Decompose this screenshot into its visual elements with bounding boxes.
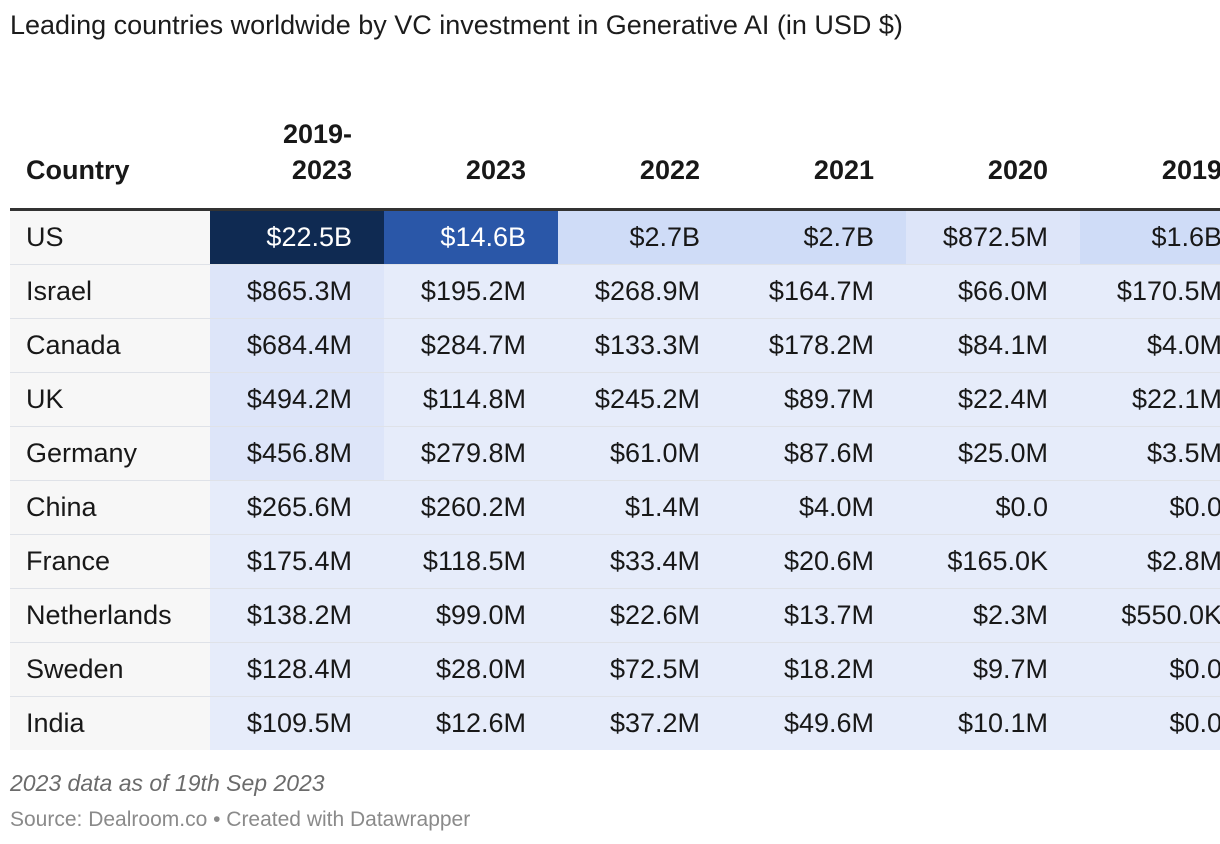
value-cell: $37.2M xyxy=(558,696,732,750)
value-cell: $456.8M xyxy=(210,426,384,481)
value-cell: $133.3M xyxy=(558,318,732,373)
value-cell: $22.5B xyxy=(210,209,384,265)
value-cell: $0.0 xyxy=(1080,642,1220,697)
value-cell: $12.6M xyxy=(384,696,558,750)
table-body: US $22.5B $14.6B $2.7B $2.7B $872.5M $1.6B Isra… xyxy=(10,209,1220,750)
value-cell: $165.0K xyxy=(906,534,1080,589)
value-cell: $2.3M xyxy=(906,588,1080,643)
table-row: China $265.6M $260.2M $1.4M $4.0M $0.0 $0.0 xyxy=(10,480,1220,535)
country-cell: Israel xyxy=(10,264,210,319)
value-cell: $18.2M xyxy=(732,642,906,697)
value-cell: $494.2M xyxy=(210,372,384,427)
value-cell: $0.0 xyxy=(1080,696,1220,750)
value-cell: $4.0M xyxy=(1080,318,1220,373)
table-row: Netherlands $138.2M $99.0M $22.6M $13.7M $2.3… xyxy=(10,588,1220,643)
country-cell: Canada xyxy=(10,318,210,373)
value-cell: $2.7B xyxy=(732,209,906,265)
value-cell: $118.5M xyxy=(384,534,558,589)
value-cell: $0.0 xyxy=(1080,480,1220,535)
value-cell: $9.7M xyxy=(906,642,1080,697)
value-cell: $28.0M xyxy=(384,642,558,697)
value-cell: $14.6B xyxy=(384,209,558,265)
country-cell: US xyxy=(10,209,210,265)
value-cell: $61.0M xyxy=(558,426,732,481)
country-cell: UK xyxy=(10,372,210,427)
table-row: Sweden $128.4M $28.0M $72.5M $18.2M $9.7M $0.0 xyxy=(10,642,1220,697)
value-cell: $284.7M xyxy=(384,318,558,373)
value-cell: $265.6M xyxy=(210,480,384,535)
value-cell: $1.4M xyxy=(558,480,732,535)
country-cell: Netherlands xyxy=(10,588,210,643)
value-cell: $22.6M xyxy=(558,588,732,643)
value-cell: $170.5M xyxy=(1080,264,1220,319)
table-row: UK $494.2M $114.8M $245.2M $89.7M $22.4M $22.1… xyxy=(10,372,1220,427)
country-cell: China xyxy=(10,480,210,535)
value-cell: $3.5M xyxy=(1080,426,1220,481)
value-cell: $84.1M xyxy=(906,318,1080,373)
value-cell: $89.7M xyxy=(732,372,906,427)
value-cell: $2.7B xyxy=(558,209,732,265)
table-row: US $22.5B $14.6B $2.7B $2.7B $872.5M $1.6B xyxy=(10,209,1220,265)
data-table: Country 2019- 2023 2023 2022 2021 2020 2019 US $… xyxy=(10,98,1220,750)
value-cell: $72.5M xyxy=(558,642,732,697)
value-cell: $865.3M xyxy=(210,264,384,319)
value-cell: $87.6M xyxy=(732,426,906,481)
country-cell: France xyxy=(10,534,210,589)
value-cell: $25.0M xyxy=(906,426,1080,481)
value-cell: $268.9M xyxy=(558,264,732,319)
value-cell: $164.7M xyxy=(732,264,906,319)
value-cell: $20.6M xyxy=(732,534,906,589)
table-row: Canada $684.4M $284.7M $133.3M $178.2M $84.1M… xyxy=(10,318,1220,373)
country-cell: Germany xyxy=(10,426,210,481)
data-table-container[interactable]: Country 2019- 2023 2023 2022 2021 2020 2019 US $… xyxy=(10,98,1220,750)
column-header-5[interactable]: 2020 xyxy=(906,98,1080,211)
value-cell: $2.8M xyxy=(1080,534,1220,589)
value-cell: $10.1M xyxy=(906,696,1080,750)
column-header-6[interactable]: 2019 xyxy=(1080,98,1220,211)
value-cell: $1.6B xyxy=(1080,209,1220,265)
column-header-country[interactable]: Country xyxy=(10,98,210,211)
value-cell: $114.8M xyxy=(384,372,558,427)
value-cell: $22.4M xyxy=(906,372,1080,427)
value-cell: $245.2M xyxy=(558,372,732,427)
country-cell: India xyxy=(10,696,210,750)
value-cell: $13.7M xyxy=(732,588,906,643)
column-header-2[interactable]: 2023 xyxy=(384,98,558,211)
column-header-1[interactable]: 2019- 2023 xyxy=(210,98,384,211)
column-header-4[interactable]: 2021 xyxy=(732,98,906,211)
value-cell: $66.0M xyxy=(906,264,1080,319)
value-cell: $279.8M xyxy=(384,426,558,481)
value-cell: $49.6M xyxy=(732,696,906,750)
value-cell: $0.0 xyxy=(906,480,1080,535)
value-cell: $684.4M xyxy=(210,318,384,373)
chart-title: Leading countries worldwide by VC invest… xyxy=(10,10,903,40)
value-cell: $175.4M xyxy=(210,534,384,589)
table-row: Israel $865.3M $195.2M $268.9M $164.7M $66.0M… xyxy=(10,264,1220,319)
header-row: Country 2019- 2023 2023 2022 2021 2020 2019 xyxy=(10,98,1220,211)
table-row: India $109.5M $12.6M $37.2M $49.6M $10.1M $0.0 xyxy=(10,696,1220,750)
value-cell: $128.4M xyxy=(210,642,384,697)
value-cell: $195.2M xyxy=(384,264,558,319)
value-cell: $22.1M xyxy=(1080,372,1220,427)
value-cell: $872.5M xyxy=(906,209,1080,265)
country-cell: Sweden xyxy=(10,642,210,697)
value-cell: $99.0M xyxy=(384,588,558,643)
column-header-3[interactable]: 2022 xyxy=(558,98,732,211)
table-row: France $175.4M $118.5M $33.4M $20.6M $165.0K $… xyxy=(10,534,1220,589)
value-cell: $33.4M xyxy=(558,534,732,589)
value-cell: $178.2M xyxy=(732,318,906,373)
value-cell: $260.2M xyxy=(384,480,558,535)
value-cell: $138.2M xyxy=(210,588,384,643)
data-note: 2023 data as of 19th Sep 2023 xyxy=(10,770,325,796)
source-credit: Source: Dealroom.co • Created with Dataw… xyxy=(10,808,471,831)
value-cell: $550.0K xyxy=(1080,588,1220,643)
table-row: Germany $456.8M $279.8M $61.0M $87.6M $25.0M $… xyxy=(10,426,1220,481)
value-cell: $4.0M xyxy=(732,480,906,535)
value-cell: $109.5M xyxy=(210,696,384,750)
